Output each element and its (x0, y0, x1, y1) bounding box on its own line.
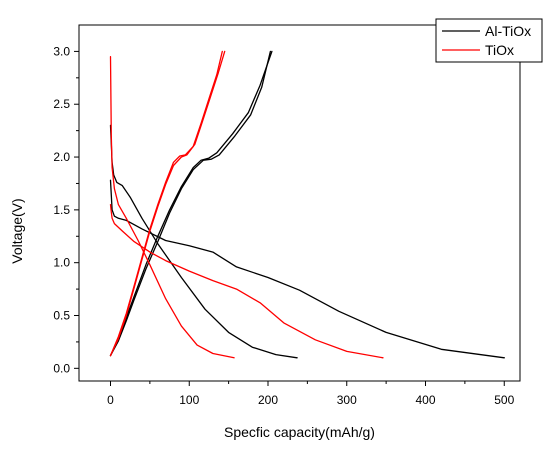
x-tick-label: 0 (107, 393, 114, 407)
y-tick-label: 1.0 (53, 256, 70, 270)
ticks-layer: 0 100 200 300 400 500 0.0 0.5 1.0 1.5 2.0 2.5 3.0 (53, 44, 514, 407)
legend-label-tiox: TiOx (485, 42, 514, 58)
x-tick-label: 200 (258, 393, 278, 407)
y-axis-title: Voltage(V) (9, 198, 25, 263)
x-tick-label: 300 (337, 393, 357, 407)
curves-layer (109, 50, 505, 359)
legend-box (435, 18, 543, 63)
tiox-curve-2 (109, 56, 235, 359)
y-tick-label: 0.0 (53, 361, 70, 375)
tiox-curve-1 (109, 203, 384, 359)
al-tiox-curve-3 (109, 50, 273, 357)
y-tick-label: 0.5 (53, 309, 70, 323)
x-axis-title: Specfic capacity(mAh/g) (224, 424, 375, 440)
x-tick-label: 500 (494, 393, 514, 407)
y-tick-label: 3.0 (53, 44, 70, 58)
y-tick-label: 2.0 (53, 150, 70, 164)
plot-frame (78, 24, 521, 382)
legend: Al-TiOx TiOx (435, 18, 543, 63)
al-tiox-curve-1 (109, 179, 505, 359)
x-tick-label: 400 (415, 393, 435, 407)
y-tick-label: 2.5 (53, 97, 70, 111)
y-tick-label: 1.5 (53, 203, 70, 217)
al-tiox-curve-4 (109, 50, 272, 357)
x-tick-label: 100 (179, 393, 199, 407)
legend-label-al-tiox: Al-TiOx (485, 23, 531, 39)
tiox-curve-4 (109, 50, 226, 357)
